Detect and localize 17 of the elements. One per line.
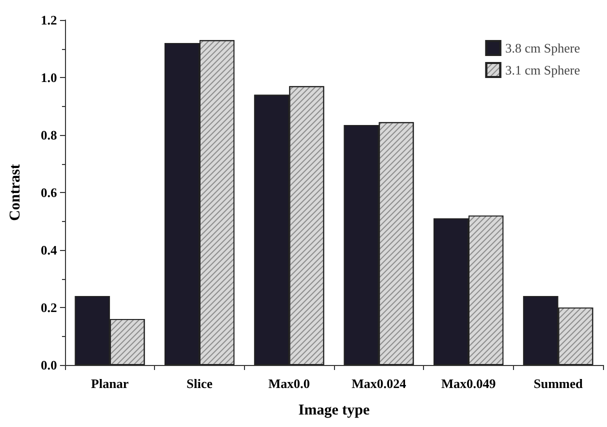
x-tick-label: Planar [91,376,129,391]
x-tick-label: Max0.0 [268,376,310,391]
x-axis-title: Image type [298,402,370,418]
y-tick-label: 1.2 [40,12,57,28]
x-tick-label: Max0.024 [352,376,407,391]
y-tick-label: 0.6 [40,185,58,200]
y-tick-label: 1.0 [40,70,57,85]
legend-label: 3.1 cm Sphere [505,62,580,78]
y-tick-label: 0.0 [40,358,57,372]
legend-label: 3.8 cm Sphere [505,40,580,56]
y-tick-label: 0.4 [40,242,58,258]
y-axis-title: Contrast [8,164,24,221]
x-tick-label: Slice [186,376,213,391]
y-tick-label: 0.2 [40,300,57,315]
y-tick-label: 0.8 [40,128,58,142]
x-tick-label: Max0.049 [441,376,496,391]
x-tick-label: Summed [534,376,584,391]
